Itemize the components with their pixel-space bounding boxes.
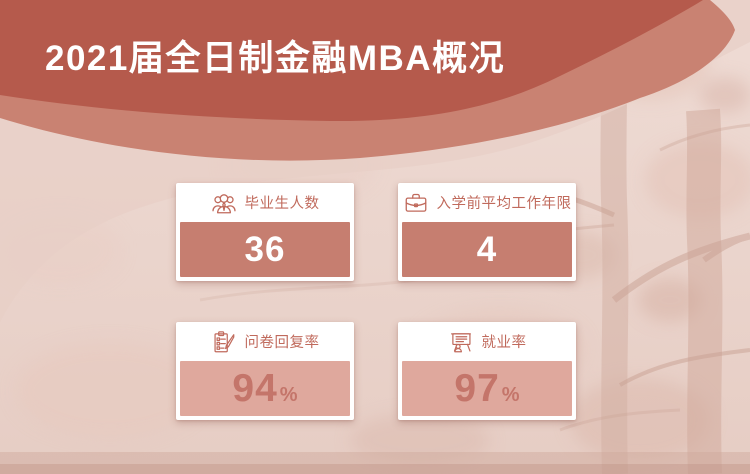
card-survey-rate-value-panel: 94% (180, 361, 350, 416)
card-work-years-label: 入学前平均工作年限 (436, 196, 572, 212)
card-graduates-value: 36 (244, 229, 286, 269)
presentation-board-icon (450, 332, 471, 352)
people-group-icon (211, 193, 236, 213)
card-graduates-label: 毕业生人数 (244, 196, 320, 212)
card-work-years-value-panel: 4 (402, 222, 572, 277)
card-employment-rate-header: 就业率 (402, 322, 572, 361)
card-work-years-value: 4 (476, 229, 498, 269)
stats-grid: 毕业生人数 36 入学前平均工作年限 4 (176, 183, 576, 420)
card-graduates: 毕业生人数 36 (176, 183, 354, 281)
card-work-years-header: 入学前平均工作年限 (402, 183, 572, 222)
briefcase-icon (405, 193, 426, 212)
page-title: 2021届全日制金融MBA概况 (45, 39, 506, 78)
card-survey-rate-value: 94% (232, 366, 298, 410)
card-survey-rate-label: 问卷回复率 (244, 335, 320, 351)
card-employment-rate-value: 97% (454, 366, 520, 410)
card-survey-rate: 问卷回复率 94% (176, 322, 354, 420)
card-employment-rate: 就业率 97% (398, 322, 576, 420)
card-graduates-header: 毕业生人数 (180, 183, 350, 222)
survey-clipboard-icon (213, 330, 234, 352)
card-survey-rate-header: 问卷回复率 (180, 322, 350, 361)
card-employment-rate-value-panel: 97% (402, 361, 572, 416)
card-employment-rate-label: 就业率 (481, 335, 527, 351)
wave-dark (0, 0, 703, 122)
card-graduates-value-panel: 36 (180, 222, 350, 277)
card-work-years: 入学前平均工作年限 4 (398, 183, 576, 281)
